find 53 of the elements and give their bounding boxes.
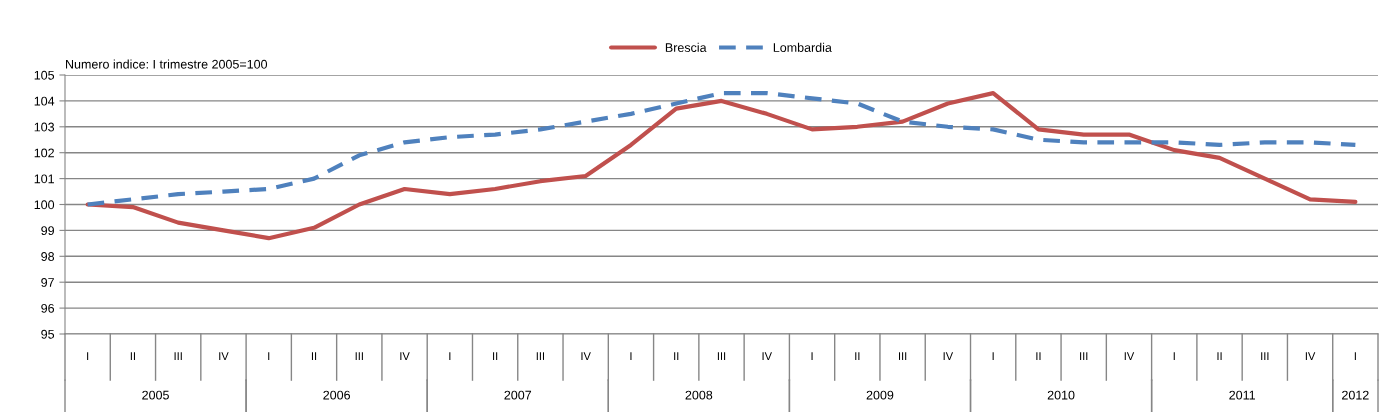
y-tick-label: 100 [34, 200, 55, 210]
text: 2012 [1342, 390, 1369, 400]
y-tick-label: 96 [41, 303, 55, 313]
x-tick-label: III [355, 352, 363, 360]
chart-subtitle: Numero indice: I trimestre 2005=100 [66, 59, 268, 69]
x-tick-label: IV [400, 352, 410, 360]
x-tick-label: III [1261, 352, 1269, 360]
x-tick-label: I [1354, 352, 1356, 360]
text: 2007 [504, 390, 532, 400]
y-tick-label: 98 [41, 252, 55, 261]
text: 2010 [1047, 390, 1075, 400]
text: 2006 [323, 390, 351, 400]
x-tick-label: IV [762, 352, 772, 360]
line-series [85, 91, 1358, 207]
y-tick-label: 103 [34, 122, 55, 132]
text: 2011 [1229, 390, 1256, 400]
x-tick-label: I [449, 352, 451, 360]
y-tick-label: 97 [41, 278, 54, 287]
x-tick-label: IV [219, 352, 229, 360]
line-series [85, 91, 1358, 241]
x-tick-label: II [311, 352, 317, 360]
x-tick-label: IV [1124, 352, 1135, 360]
x-tick-label: III [717, 352, 726, 360]
x-tick-label: III [536, 352, 544, 360]
x-tick-label: II [1217, 352, 1222, 360]
x-tick-label: IV [943, 352, 954, 360]
x-tick-label: I [1173, 352, 1175, 360]
text: 2008 [685, 390, 713, 400]
legend-label: Brescia [665, 42, 707, 52]
x-tick-label: I [268, 352, 270, 360]
x-tick-label: I [87, 352, 89, 360]
x-tick-label: IV [581, 352, 591, 360]
x-tick-label: II [855, 352, 860, 360]
legend-label: Lombardia [773, 42, 832, 52]
x-tick-label: III [899, 352, 907, 360]
y-tick-label: 95 [41, 329, 55, 339]
y-tick-label: 105 [34, 70, 55, 80]
x-tick-label: II [674, 352, 679, 360]
x-tick-label: I [992, 352, 994, 360]
text: 2009 [866, 390, 894, 400]
x-tick-label: II [130, 352, 135, 360]
x-tick-label: II [493, 352, 498, 360]
x-tick-label: I [630, 352, 632, 360]
y-tick-label: 101 [34, 174, 54, 184]
x-tick-label: IV [1305, 352, 1316, 360]
y-tick-label: 99 [41, 226, 54, 236]
x-tick-label: II [1036, 352, 1041, 360]
y-tick-label: 102 [34, 148, 54, 158]
text: 2005 [142, 390, 169, 400]
x-tick-label: III [1080, 352, 1088, 360]
x-tick-label: I [811, 352, 813, 360]
y-tick-label: 104 [34, 96, 55, 106]
x-tick-label: III [174, 352, 182, 360]
